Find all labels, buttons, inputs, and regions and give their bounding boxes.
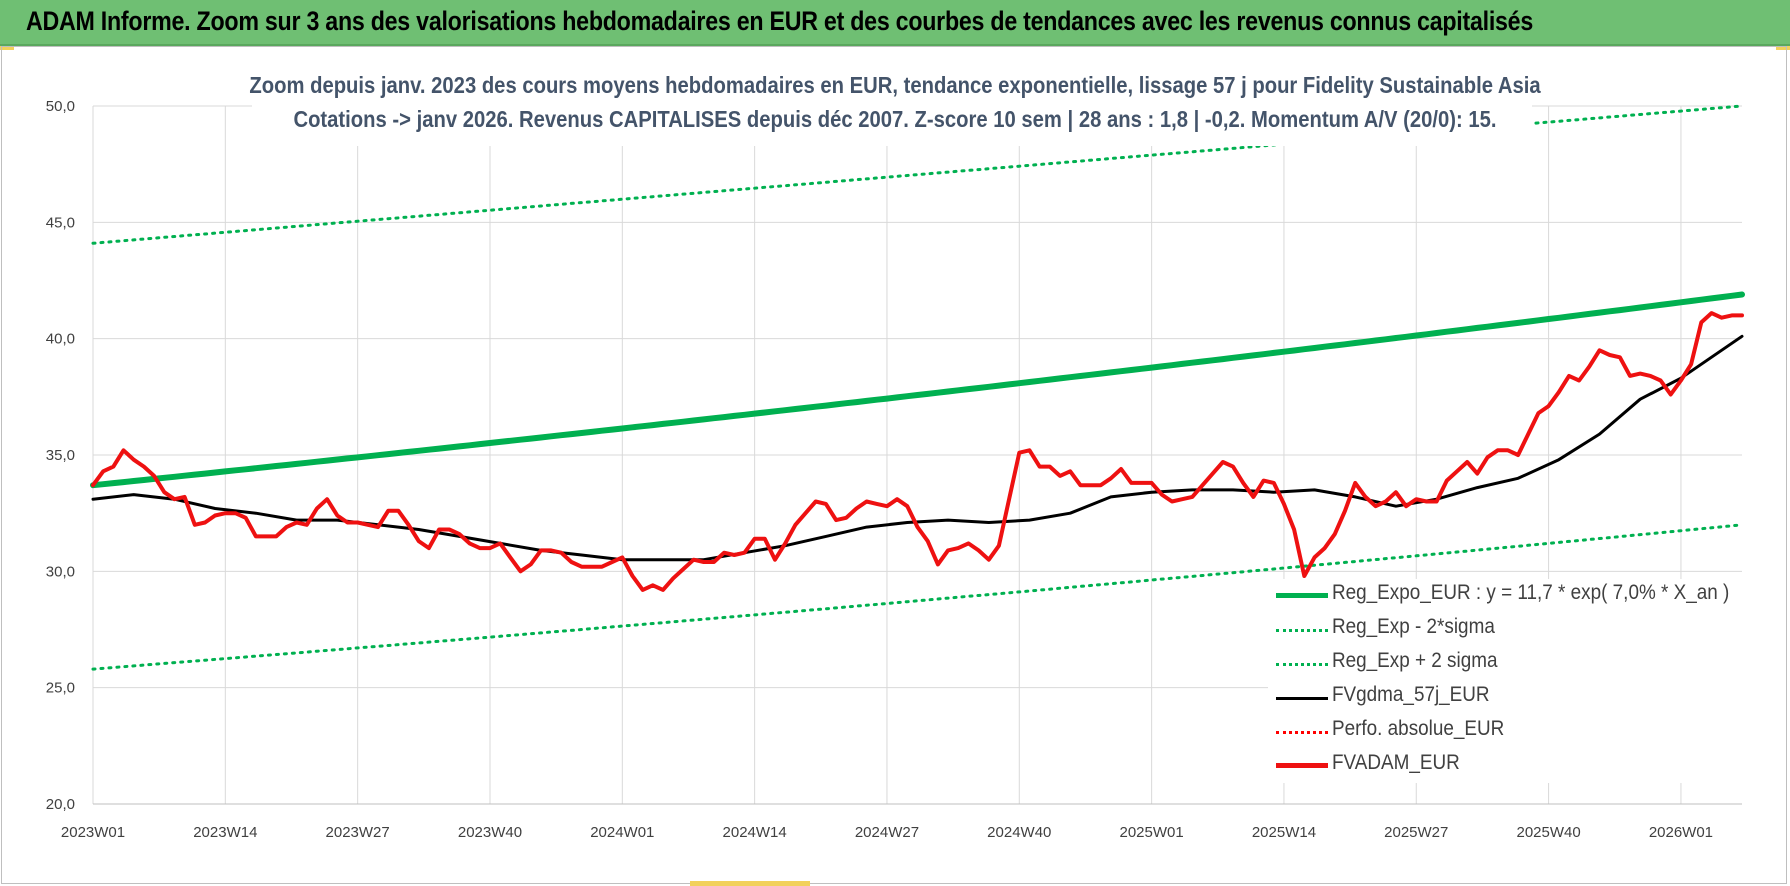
legend-swatch	[1276, 629, 1328, 632]
x-tick-label: 2024W14	[723, 824, 787, 841]
y-axis-tick-labels: 20,0 25,0 30,0 35,0 40,0 45,0 50,0	[46, 98, 75, 813]
x-tick-label: 2025W40	[1516, 824, 1580, 841]
bottom-accent	[690, 881, 810, 886]
legend-item: FVgdma_57j_EUR	[1268, 681, 1748, 715]
series-lower-sigma	[91, 523, 1744, 671]
legend-item: Perfo. absolue_EUR	[1268, 715, 1748, 749]
y-tick-label: 25,0	[46, 680, 75, 697]
legend-label: Perfo. absolue_EUR	[1332, 717, 1505, 740]
x-tick-label: 2025W27	[1384, 824, 1448, 841]
legend-item: Reg_Expo_EUR : y = 11,7 * exp( 7,0% * X_…	[1268, 579, 1748, 613]
chart-title-line-1: Zoom depuis janv. 2023 des cours moyens …	[249, 72, 1541, 98]
y-tick-label: 30,0	[46, 563, 75, 580]
chart-title-background	[252, 64, 1532, 146]
y-tick-label: 50,0	[46, 98, 75, 115]
x-tick-label: 2024W01	[590, 824, 654, 841]
y-tick-label: 35,0	[46, 447, 75, 464]
x-tick-label: 2025W14	[1252, 824, 1316, 841]
legend-item: FVADAM_EUR	[1268, 749, 1748, 783]
x-tick-label: 2023W40	[458, 824, 522, 841]
x-tick-label: 2023W01	[61, 824, 125, 841]
legend-swatch	[1276, 697, 1328, 700]
legend-label: Reg_Expo_EUR : y = 11,7 * exp( 7,0% * X_…	[1332, 581, 1730, 604]
y-tick-label: 45,0	[46, 214, 75, 231]
x-axis-tick-labels: 2023W01 2023W14 2023W27 2023W40 2024W01 2024W…	[61, 824, 1713, 841]
chart-title-line-2: Cotations -> janv 2026. Revenus CAPITALI…	[293, 106, 1497, 132]
x-tick-label: 2025W01	[1120, 824, 1184, 841]
report-title: ADAM Informe. Zoom sur 3 ans des valoris…	[26, 6, 1533, 36]
report-header: ADAM Informe. Zoom sur 3 ans des valoris…	[0, 0, 1790, 46]
legend-swatch	[1276, 731, 1328, 734]
y-tick-label: 40,0	[46, 331, 75, 348]
x-tick-label: 2026W01	[1649, 824, 1713, 841]
legend-label: Reg_Exp - 2*sigma	[1332, 615, 1495, 638]
series-price	[91, 311, 1744, 592]
legend-item: Reg_Exp + 2 sigma	[1268, 647, 1748, 681]
legend-item: Reg_Exp - 2*sigma	[1268, 613, 1748, 647]
x-tick-label: 2024W27	[855, 824, 919, 841]
legend-label: Reg_Exp + 2 sigma	[1332, 649, 1498, 672]
legend-swatch	[1276, 763, 1328, 768]
legend-swatch	[1276, 593, 1328, 598]
series-exponential-trend	[90, 291, 1745, 489]
y-tick-label: 20,0	[46, 796, 75, 813]
x-tick-label: 2024W40	[987, 824, 1051, 841]
legend-label: FVgdma_57j_EUR	[1332, 683, 1490, 706]
x-tick-label: 2023W27	[326, 824, 390, 841]
corner-accent-left	[0, 46, 14, 50]
chart-legend: Reg_Expo_EUR : y = 11,7 * exp( 7,0% * X_…	[1268, 579, 1748, 783]
legend-swatch	[1276, 663, 1328, 666]
x-tick-label: 2023W14	[193, 824, 257, 841]
chart-frame	[1, 46, 1787, 884]
legend-label: FVADAM_EUR	[1332, 751, 1460, 774]
corner-accent-right	[1776, 46, 1790, 50]
